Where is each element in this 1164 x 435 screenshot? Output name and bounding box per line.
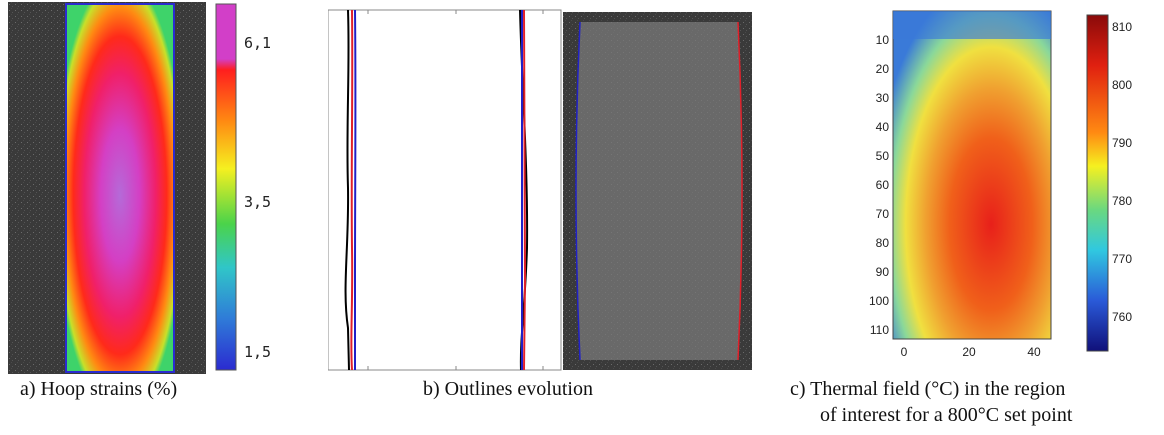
thermal-colorbar-ticks: 810 800 790 780 770 760 <box>1112 20 1132 324</box>
strain-field-border <box>65 3 175 373</box>
y-tick-50: 50 <box>876 149 890 163</box>
panel-a-hoop-strains: 6,1 3,5 1,5 <box>8 2 271 374</box>
thermal-x-ticks: 0 20 40 <box>901 345 1041 359</box>
x-tick-0: 0 <box>901 345 908 359</box>
y-tick-70: 70 <box>876 207 890 221</box>
panel-b-outlines <box>327 8 752 372</box>
cbar-tick-770: 770 <box>1112 252 1132 266</box>
thermal-cool-top <box>893 11 1051 39</box>
y-tick-40: 40 <box>876 120 890 134</box>
thermal-colorbar <box>1086 14 1109 352</box>
hoop-strain-image: 6,1 3,5 1,5 <box>8 2 271 374</box>
right-outline-red <box>523 9 527 371</box>
cbar-tick-800: 800 <box>1112 78 1132 92</box>
specimen-right-edge <box>737 21 743 361</box>
strain-tick-low: 1,5 <box>244 343 270 361</box>
y-tick-110: 110 <box>870 323 889 337</box>
strain-colorbar <box>215 3 237 371</box>
caption-c-line1: c) Thermal field (°C) in the region <box>790 378 1066 400</box>
left-outline-initial <box>344 9 350 371</box>
caption-c-line2: of interest for a 800°C set point <box>820 404 1073 426</box>
y-tick-100: 100 <box>869 294 889 308</box>
thermal-y-ticks: 10 20 30 40 50 60 70 80 90 100 110 <box>869 33 889 337</box>
cbar-tick-810: 810 <box>1112 20 1132 34</box>
thermal-field-figure: 10 20 30 40 50 60 70 80 90 100 110 0 20 … <box>869 10 1132 359</box>
thermal-heatmap <box>892 10 1052 340</box>
y-tick-80: 80 <box>876 236 890 250</box>
specimen-left-edge <box>575 21 581 361</box>
y-tick-90: 90 <box>876 265 890 279</box>
left-outline-red <box>350 9 354 371</box>
caption-b: b) Outlines evolution <box>423 378 593 400</box>
y-tick-10: 10 <box>876 33 890 47</box>
y-tick-60: 60 <box>876 178 890 192</box>
y-tick-20: 20 <box>876 62 890 76</box>
outlines-figure <box>327 9 752 371</box>
x-tick-40: 40 <box>1027 345 1041 359</box>
strain-field <box>66 4 174 372</box>
cbar-tick-780: 780 <box>1112 194 1132 208</box>
x-tick-20: 20 <box>962 345 976 359</box>
strain-tick-high: 6,1 <box>244 34 270 52</box>
panel-c-thermal-field: 10 20 30 40 50 60 70 80 90 100 110 0 20 … <box>860 8 1150 370</box>
strain-tick-mid: 3,5 <box>244 193 270 211</box>
specimen-body <box>576 22 742 360</box>
y-tick-30: 30 <box>876 91 890 105</box>
cbar-tick-790: 790 <box>1112 136 1132 150</box>
cbar-tick-760: 760 <box>1112 310 1132 324</box>
caption-a: a) Hoop strains (%) <box>20 378 178 400</box>
